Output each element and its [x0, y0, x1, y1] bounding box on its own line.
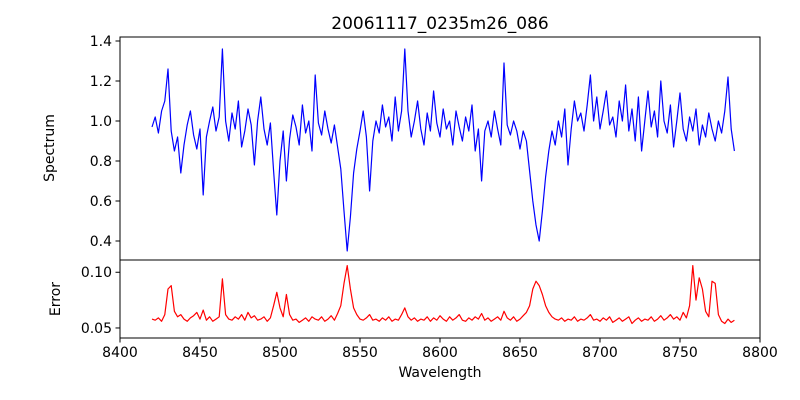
x-tick-label: 8600 — [422, 345, 458, 361]
error-y-axis-label: Error — [48, 282, 64, 316]
spectrum-y-tick-label: 1.0 — [90, 114, 112, 130]
error-y-tick-label: 0.10 — [81, 265, 112, 281]
axis-ticks: 0.4 0.6 0.8 1.0 1.2 1.4 0.05 0.10 8400 8450 8500 85… — [81, 34, 778, 361]
error-y-tick-label: 0.05 — [81, 321, 112, 337]
x-tick-label: 8800 — [742, 345, 778, 361]
x-tick-label: 8550 — [342, 345, 378, 361]
error-axes — [119, 259, 761, 339]
x-tick-label: 8400 — [102, 345, 138, 361]
spectrum-y-axis-label: Spectrum — [42, 114, 58, 182]
spectrum-line — [151, 48, 735, 252]
error-line — [151, 265, 735, 325]
x-tick-label: 8750 — [662, 345, 698, 361]
spectrum-y-tick-label: 0.6 — [90, 194, 112, 210]
x-axis-label: Wavelength — [398, 365, 481, 381]
x-tick-label: 8500 — [262, 345, 298, 361]
spectrum-y-tick-label: 0.4 — [90, 234, 112, 250]
x-tick-label: 8650 — [502, 345, 538, 361]
chart-title: 20061117_0235m26_086 — [331, 14, 548, 34]
spectrum-y-tick-label: 1.2 — [90, 74, 112, 90]
spectrum-y-tick-label: 0.8 — [90, 154, 112, 170]
x-tick-label: 8450 — [182, 345, 218, 361]
spectrum-axes — [119, 36, 761, 261]
x-tick-label: 8700 — [582, 345, 618, 361]
spectrum-y-tick-label: 1.4 — [90, 34, 112, 50]
